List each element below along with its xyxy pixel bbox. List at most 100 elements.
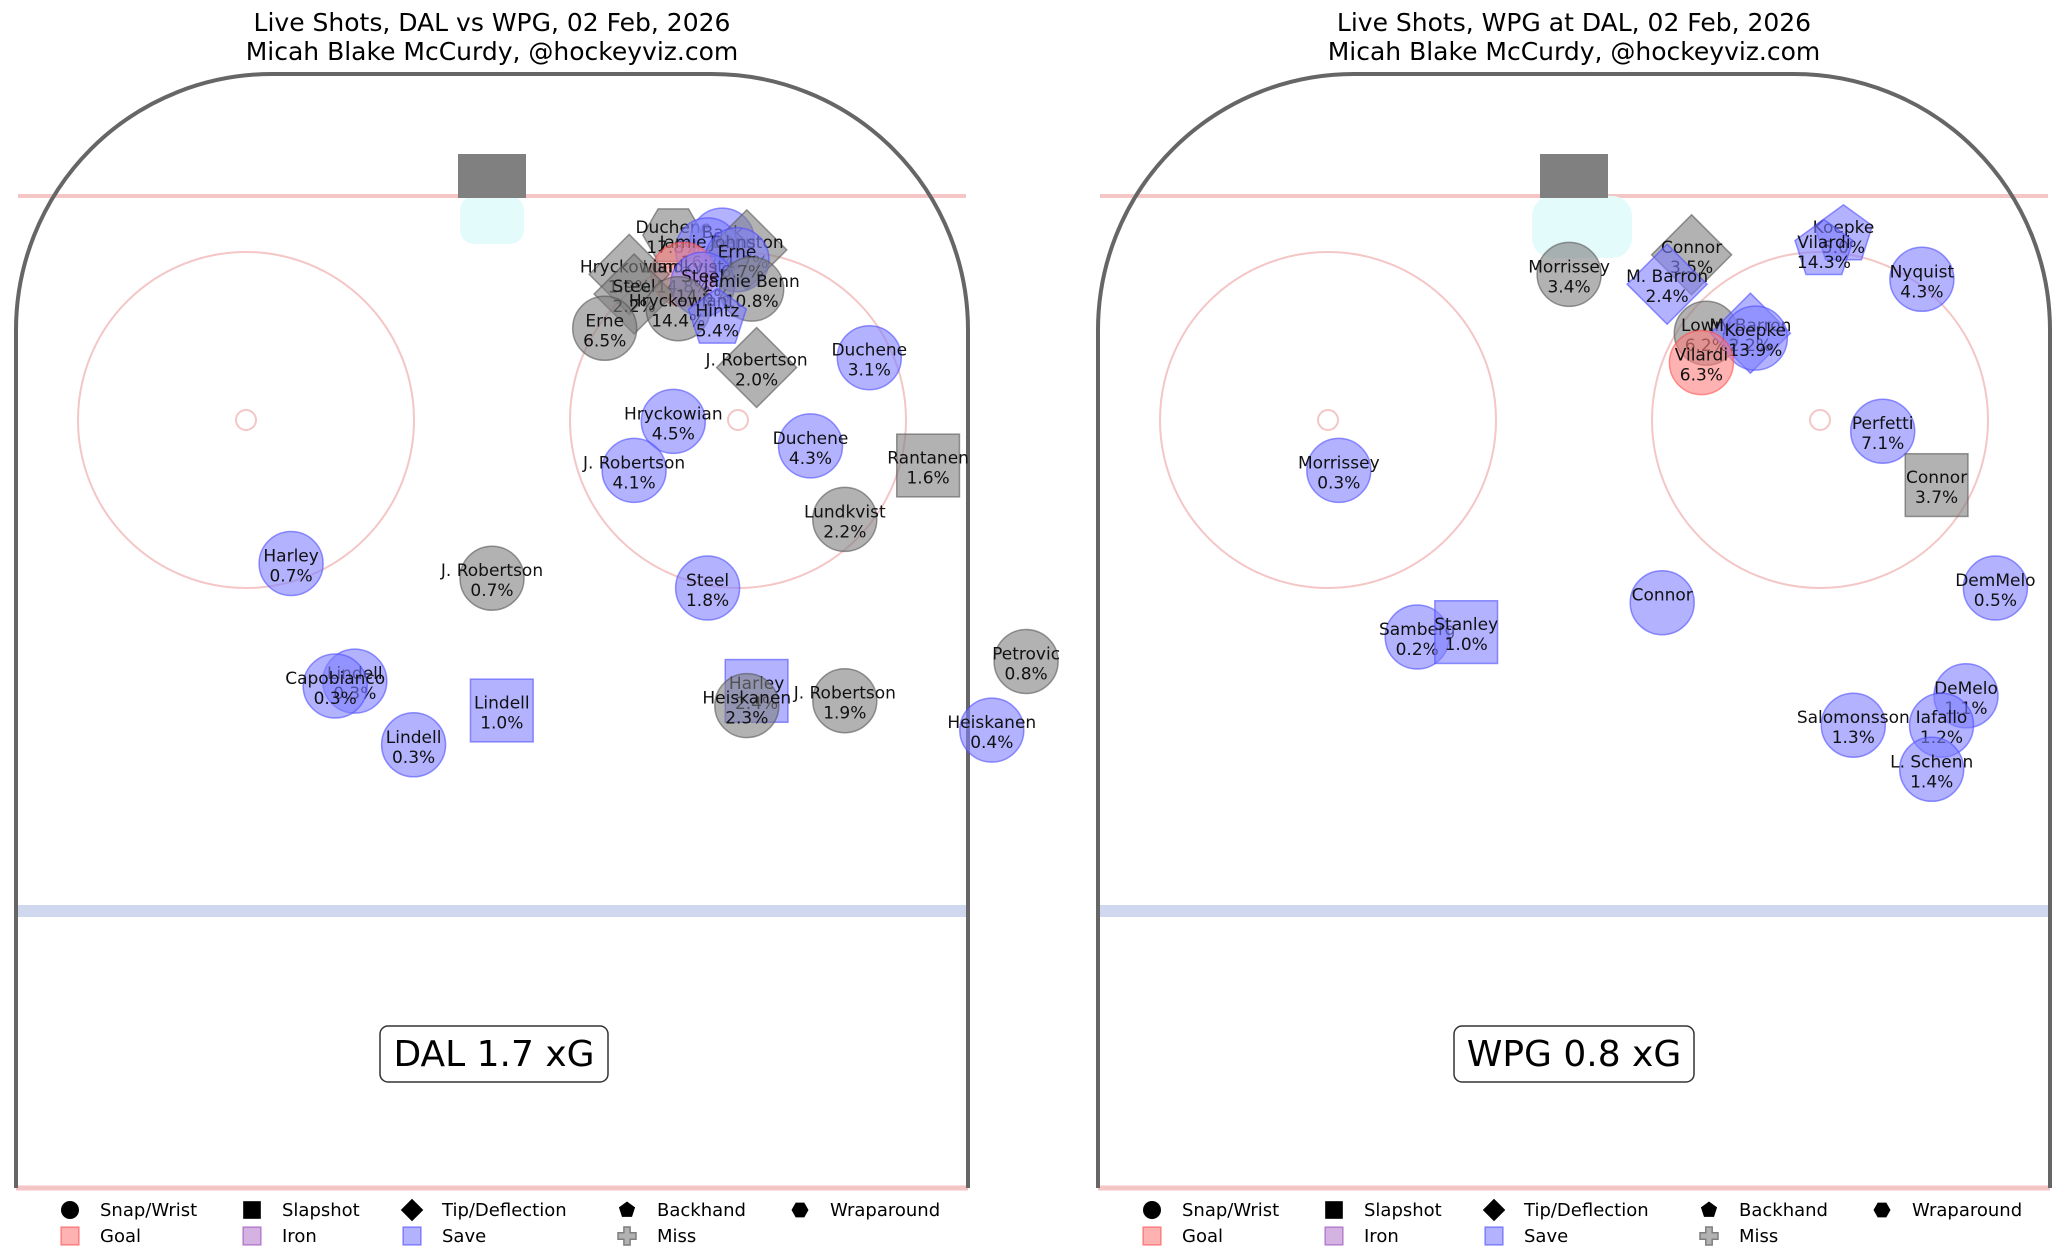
left-shot-pct-22: 1.8% xyxy=(686,591,729,611)
left-legend-shape-2 xyxy=(400,1198,424,1222)
left-shot-player-21: J. Robertson xyxy=(440,561,543,581)
left-shot-pct-17: 4.1% xyxy=(612,473,655,493)
left-shot-marker-18 xyxy=(895,433,961,498)
left-shot-pct-14: 3.1% xyxy=(848,361,891,381)
left-shot-marker-20 xyxy=(258,530,324,597)
left-shot-marker-14 xyxy=(836,324,903,391)
right-legend-shape-1 xyxy=(1325,1201,1343,1219)
right-shot-marker-3 xyxy=(1536,241,1602,308)
left-shot-pct-29: 1.9% xyxy=(823,704,866,724)
right-shot-marker-4 xyxy=(1626,243,1709,326)
right-title-line1: Live Shots, WPG at DAL, 02 Feb, 2026 xyxy=(1337,8,1811,37)
right-shot-pct-12: 3.7% xyxy=(1915,488,1958,508)
left-legend-result-label-3: Miss xyxy=(657,1226,696,1247)
left-legend-result-label-1: Iron xyxy=(282,1226,317,1247)
left-shot-pct-12: 5.4% xyxy=(696,322,739,342)
left-shot-marker-28 xyxy=(714,672,780,739)
right-legend-shape-label-3: Backhand xyxy=(1739,1200,1828,1221)
left-shot-pct-26: 1.0% xyxy=(480,714,523,734)
left-shot-player-17: J. Robertson xyxy=(582,453,685,473)
left-shot-player-26: Lindell xyxy=(474,694,530,714)
right-shot-pct-10: 7.1% xyxy=(1861,434,1904,454)
right-legend-shape-4 xyxy=(1873,1202,1891,1218)
left-shot-marker-23 xyxy=(993,628,1059,695)
right-legend: Snap/Wrist Slapshot Tip/Deflection Backhand… xyxy=(1142,1198,2022,1247)
left-shot-player-25: Capobianco xyxy=(285,669,385,689)
left-shot-marker-25 xyxy=(302,653,368,719)
right-legend-shape-2 xyxy=(1482,1198,1506,1222)
left-legend-result-0 xyxy=(60,1226,80,1246)
right-legend-result-1 xyxy=(1324,1226,1344,1246)
left-shot-player-14: Duchene xyxy=(831,341,907,361)
right-legend-result-2 xyxy=(1484,1226,1504,1246)
left-xg-label: DAL 1.7 xG xyxy=(393,1034,594,1075)
left-legend-shape-label-4: Wraparound xyxy=(830,1200,940,1221)
left-shot-player-22: Steel xyxy=(686,571,729,591)
left-shot-player-18: Rantanen xyxy=(887,449,969,469)
right-shot-player-14: DemMelo xyxy=(1955,571,2035,591)
right-legend-result-label-3: Miss xyxy=(1739,1226,1778,1247)
left-boards xyxy=(14,72,970,1188)
left-faceoff-circle-left xyxy=(77,251,415,589)
right-shot-pct-4: 2.4% xyxy=(1645,287,1688,307)
left-legend-result-label-0: Goal xyxy=(100,1226,141,1247)
left-shot-marker-11 xyxy=(571,295,638,362)
right-shot-player-13: Connor xyxy=(1632,586,1693,606)
right-shot-player-12: Connor xyxy=(1906,468,1967,488)
left-legend-shape-label-2: Tip/Deflection xyxy=(441,1200,567,1221)
right-shot-marker-8 xyxy=(1722,305,1789,371)
left-shot-player-13: J. Robertson xyxy=(704,351,807,371)
right-shot-marker-20 xyxy=(1898,736,1965,803)
right-shot-player-5: Nyquist xyxy=(1890,262,1955,282)
right-legend-shape-label-0: Snap/Wrist xyxy=(1182,1200,1279,1221)
right-shot-13: Connor xyxy=(1629,569,1695,636)
right-shot-pct-3: 3.4% xyxy=(1547,277,1590,297)
left-legend-shape-0 xyxy=(61,1201,79,1219)
right-shot-marker-14 xyxy=(1962,555,2029,621)
left-shot-player-30: Lindell xyxy=(386,728,442,748)
left-legend-result-label-2: Save xyxy=(442,1226,486,1247)
left-shot-marker-30 xyxy=(380,712,447,778)
right-legend-result-3 xyxy=(1699,1226,1719,1246)
right-legend-result-0 xyxy=(1142,1226,1162,1246)
right-xg-label: WPG 0.8 xG xyxy=(1467,1034,1682,1075)
right-shot-marker-16 xyxy=(1434,599,1499,665)
right-shot-player-10: Perfetti xyxy=(1852,414,1914,434)
left-shot-player-31: Heiskanen xyxy=(947,713,1036,733)
right-shot-pct-9: 6.3% xyxy=(1680,366,1723,386)
left-shot-marker-16 xyxy=(777,413,844,479)
right-shot-pct-16: 1.0% xyxy=(1445,635,1488,655)
left-shot-player-15: Hryckowian xyxy=(624,404,723,424)
right-shot-player-4: M. Barron xyxy=(1626,267,1708,287)
left-title-line1: Live Shots, DAL vs WPG, 02 Feb, 2026 xyxy=(254,8,731,37)
right-shot-pct-14: 0.5% xyxy=(1974,591,2017,611)
right-faceoff-circle-left xyxy=(1159,251,1497,589)
left-shot-pct-31: 0.4% xyxy=(970,733,1013,753)
right-shot-player-11: Morrissey xyxy=(1298,453,1380,473)
left-shot-marker-22 xyxy=(674,555,741,621)
right-shot-player-19: Salomonsson xyxy=(1797,708,1910,728)
right-legend-shape-0 xyxy=(1143,1201,1161,1219)
right-shot-pct-5: 4.3% xyxy=(1900,282,1943,302)
right-shot-marker-10 xyxy=(1849,398,1916,464)
left-shot-player-19: Lundkvist xyxy=(804,502,886,522)
left-shot-pct-21: 0.7% xyxy=(470,581,513,601)
right-shot-marker-19 xyxy=(1820,692,1887,758)
right-legend-shape-label-2: Tip/Deflection xyxy=(1523,1200,1649,1221)
right-net xyxy=(1540,154,1608,198)
